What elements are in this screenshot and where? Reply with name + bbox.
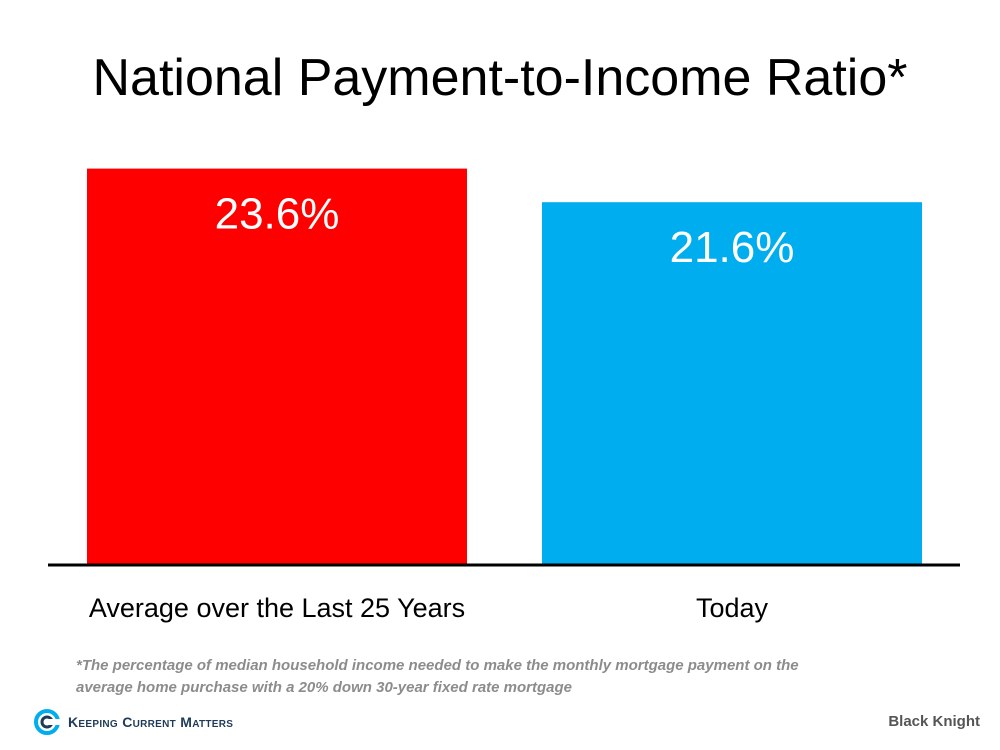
bar-chart: 23.6% Average over the Last 25 Years 21.6%… bbox=[48, 168, 960, 623]
brand-name: Keeping Current Matters bbox=[68, 714, 234, 730]
category-label-1: Average over the Last 25 Years bbox=[89, 593, 465, 623]
chart-title: National Payment-to-Income Ratio* bbox=[92, 49, 908, 107]
bar-value-label-1: 23.6% bbox=[215, 190, 340, 239]
brand-logo: Keeping Current Matters bbox=[34, 707, 233, 737]
bar-2 bbox=[542, 202, 922, 565]
bar-value-label-2: 21.6% bbox=[670, 223, 795, 272]
kcm-logo-icon bbox=[34, 709, 60, 735]
bar-1 bbox=[87, 168, 467, 565]
source-label: Black Knight bbox=[888, 713, 980, 730]
footnote: *The percentage of median household inco… bbox=[76, 657, 799, 696]
category-label-2: Today bbox=[696, 593, 769, 623]
